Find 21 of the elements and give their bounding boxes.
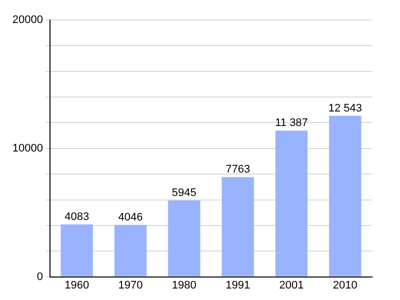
data-label: 12 543 <box>328 102 362 114</box>
bar <box>114 224 147 276</box>
data-label: 4046 <box>118 211 143 224</box>
x-tick-label: 1960 <box>64 279 90 292</box>
bar <box>329 116 362 276</box>
data-label: 11 387 <box>275 117 308 130</box>
data-label: 4083 <box>64 210 90 223</box>
x-tick-label: 1991 <box>226 279 250 292</box>
bar <box>275 130 308 276</box>
data-label: 5945 <box>172 186 196 199</box>
bar <box>168 200 200 276</box>
x-tick-label: 2010 <box>332 279 358 292</box>
bar <box>60 224 93 276</box>
x-tick-label: 2001 <box>279 279 304 292</box>
x-tick-label: 1980 <box>172 279 196 292</box>
bar <box>222 177 254 276</box>
y-tick-label: 10000 <box>12 142 43 154</box>
y-tick-label: 0 <box>36 270 43 283</box>
x-tick-label: 1970 <box>118 279 143 292</box>
data-label: 7763 <box>226 164 250 176</box>
y-tick-label: 20000 <box>12 14 43 26</box>
